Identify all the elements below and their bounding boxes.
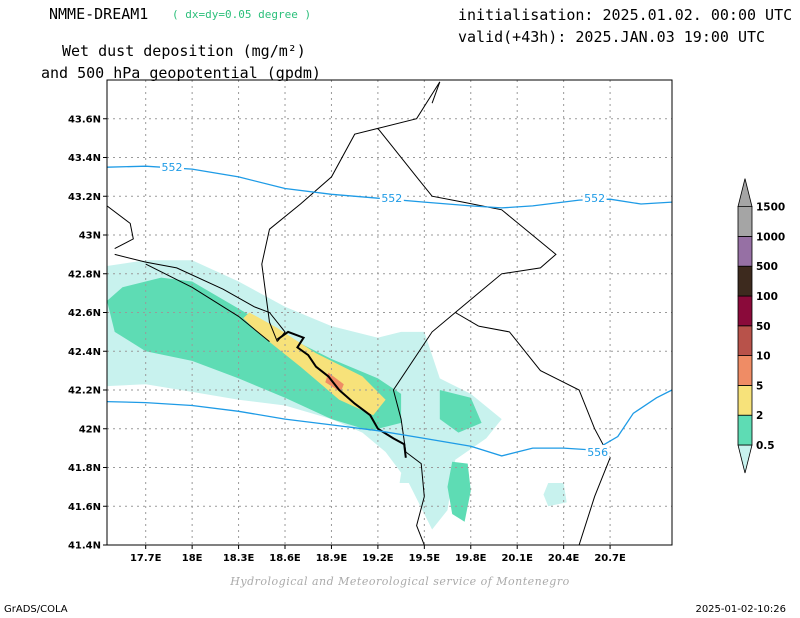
contour-label-bg [379,191,404,205]
contour-label-bg [582,191,607,205]
axis-ticks: 17.7E 18E 18.3E 18.6E 18.9E 19.2E 19.5E 19.8E 20… [68,114,626,564]
model-resolution: ( dx=dy=0.05 degree ) [172,8,312,21]
legend-swatch-0.5-2 [737,414,753,446]
lat-tick-label: 43.6N [68,114,101,125]
lat-tick-label: 41.8N [68,463,101,474]
color-legend: 0.5 2 5 10 50 100 500 1000 1500 [737,178,785,474]
country-border [478,325,611,545]
lat-tick-label: 42.8N [68,269,101,280]
legend-label: 10 [756,351,771,363]
lon-tick-label: 18E [182,553,203,564]
lon-tick-label: 20.4E [548,553,580,564]
country-border [405,451,425,545]
map-gridlines [107,80,672,545]
map-title-line1: Wet dust deposition (mg/m²) [62,42,306,60]
credit-text: Hydrological and Meteorological service … [230,575,570,588]
map-title-line2: and 500 hPa geopotential (gpdm) [41,64,321,82]
montenegro-coastline [276,330,407,458]
country-border [261,81,441,342]
model-name: NMME-DREAM1 [49,5,149,23]
country-border [145,263,270,342]
generation-timestamp: 2025-01-02-10:26 [695,604,786,615]
legend-swatch-10-50 [737,325,753,356]
contour-label: 552 [162,161,183,174]
legend-label: 1000 [756,231,785,243]
lat-tick-label: 43.2N [68,192,101,203]
geopotential-contours: 552 552 552 556 [107,160,672,459]
lat-tick-label: 42.2N [68,386,101,397]
legend-swatch-5-10 [737,355,753,386]
country-border [431,81,441,104]
lon-tick-label: 20.7E [594,553,626,564]
initialisation-time: initialisation: 2025.01.02. 00:00 UTC [458,6,793,24]
contour-label: 552 [584,192,605,205]
lat-tick-label: 41.4N [68,541,101,552]
legend-swatch-above-1500 [737,178,753,208]
legend-label: 1500 [756,202,785,214]
dust-area-level-2 [107,277,402,431]
country-border [455,312,479,327]
legend-swatch-below-0.5 [737,444,753,474]
contour-label: 552 [381,192,402,205]
lat-tick-label: 42.6N [68,308,101,319]
contour-label-bg [160,160,185,174]
legend-swatch-50-100 [737,295,753,327]
legend-label: 2 [756,410,763,422]
legend-swatch-1000-1500 [737,206,753,237]
contour-label-bg [585,445,610,458]
legend-swatch-2-5 [737,384,753,416]
lon-tick-label: 18.3E [223,553,255,564]
dust-area-level-2 [447,461,471,522]
lon-tick-label: 17.7E [130,553,162,564]
lat-tick-label: 42N [79,424,101,435]
legend-label: 0.5 [756,440,775,452]
lon-tick-label: 19.2E [362,553,394,564]
legend-swatch-500-1000 [737,235,753,267]
contour-label: 556 [587,446,608,459]
lat-tick-label: 42.4N [68,347,101,358]
country-borders [107,81,611,545]
software-credit: GrADS/COLA [4,604,68,615]
legend-swatch-100-500 [737,265,753,297]
lon-tick-label: 20.1E [501,553,533,564]
country-border [114,253,286,342]
lat-tick-label: 43.4N [68,153,101,164]
country-border [107,205,134,250]
lat-tick-label: 41.6N [68,502,101,513]
dust-area-level-2 [439,390,482,433]
valid-time: valid(+43h): 2025.JAN.03 19:00 UTC [458,28,766,46]
dust-area-level-0.5 [399,471,412,483]
lon-tick-label: 18.9E [316,553,348,564]
legend-label: 5 [756,380,763,392]
lat-tick-label: 43N [79,231,101,242]
geopotential-contour-556 [107,389,672,457]
legend-label: 500 [756,261,778,273]
lon-tick-label: 19.5E [409,553,441,564]
dust-area-level-0.5 [543,483,567,507]
legend-label: 50 [756,321,771,333]
lon-tick-label: 18.6E [269,553,301,564]
legend-label: 100 [756,291,778,303]
country-border [377,128,557,453]
lon-tick-label: 19.8E [455,553,487,564]
dust-deposition-shading [107,260,567,530]
